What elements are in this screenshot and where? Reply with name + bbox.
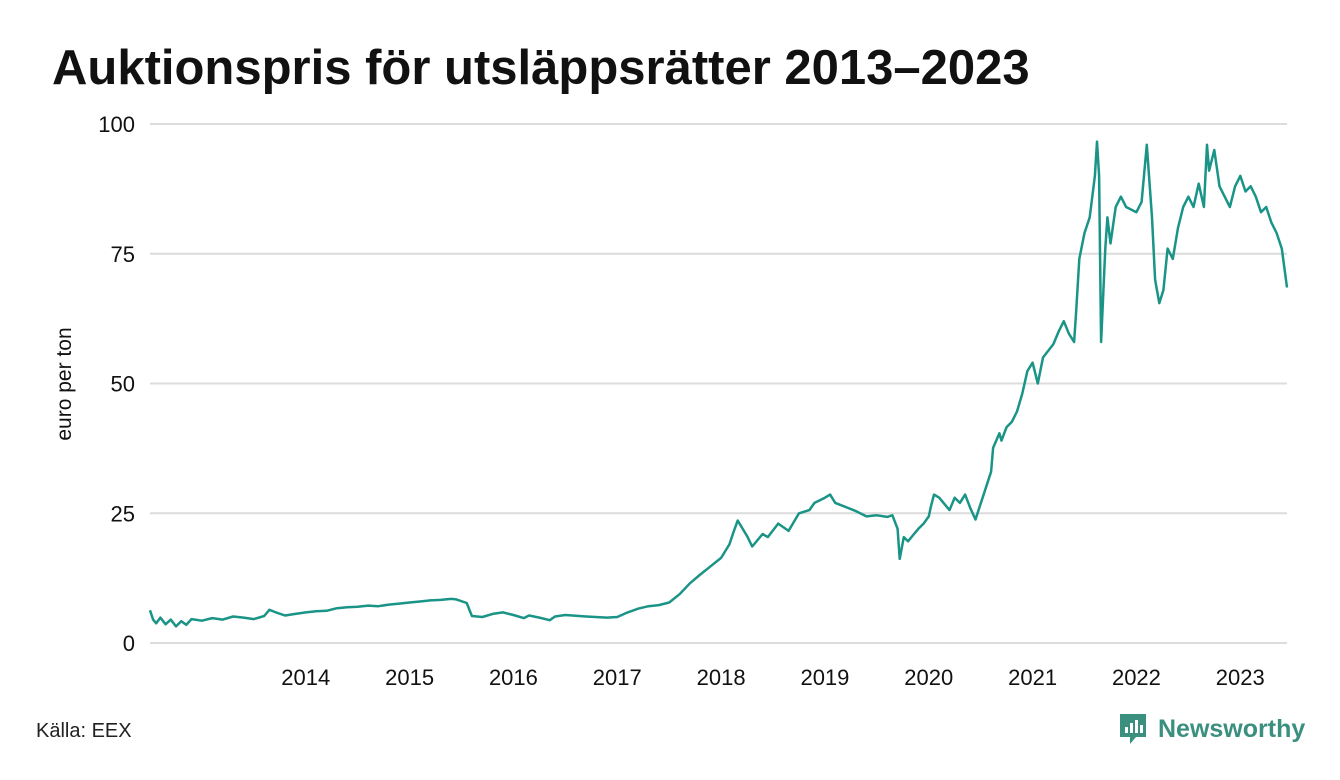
- x-tick-label: 2015: [385, 665, 434, 690]
- series-layer: [148, 140, 1289, 628]
- brand-name: Newsworthy: [1158, 714, 1306, 743]
- y-axis-tick-labels: 0 25 50 75 100: [98, 112, 135, 656]
- y-axis-label: euro per ton: [53, 327, 76, 440]
- x-tick-label: 2022: [1112, 665, 1161, 690]
- series-line-0: [148, 140, 1289, 628]
- chart-title: Auktionspris för utsläppsrätter 2013–202…: [52, 41, 1030, 95]
- x-tick-label: 2016: [489, 665, 538, 690]
- newsworthy-logo-icon: [1120, 714, 1146, 744]
- x-tick-label: 2019: [800, 665, 849, 690]
- x-tick-label: 2014: [281, 665, 330, 690]
- source-note: Källa: EEX: [36, 720, 132, 742]
- y-tick-label: 50: [111, 372, 135, 397]
- x-tick-label: 2023: [1216, 665, 1265, 690]
- y-tick-label: 100: [98, 112, 135, 137]
- x-axis-tick-labels: 2014 2015 2016 2017 2018 2019 2020 2021 2022 2023: [281, 665, 1264, 690]
- y-tick-label: 25: [111, 501, 135, 526]
- x-tick-label: 2021: [1008, 665, 1057, 690]
- x-tick-label: 2018: [697, 665, 746, 690]
- x-tick-label: 2020: [904, 665, 953, 690]
- y-tick-label: 0: [123, 631, 135, 656]
- brand-logo: Newsworthy: [1118, 712, 1305, 746]
- y-tick-label: 75: [111, 242, 135, 267]
- x-tick-label: 2017: [593, 665, 642, 690]
- grid-lines: [150, 123, 1287, 644]
